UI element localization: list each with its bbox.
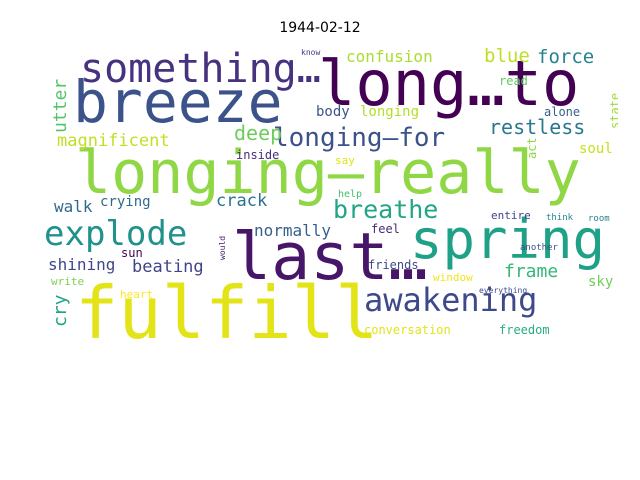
word-restless: restless bbox=[489, 117, 585, 137]
word-know: know bbox=[301, 49, 320, 57]
word-window: window bbox=[433, 272, 473, 283]
chart-title: 1944-02-12 bbox=[0, 20, 640, 36]
word-explode: explode bbox=[44, 217, 187, 251]
word-force: force bbox=[537, 48, 594, 67]
word-state: state bbox=[609, 93, 618, 129]
word-frame: frame bbox=[504, 263, 558, 281]
word-shining: shining bbox=[48, 257, 115, 273]
word-room: room bbox=[588, 215, 610, 224]
word-utter: utter bbox=[52, 79, 70, 133]
word-heart: heart bbox=[120, 289, 153, 300]
word-would: would bbox=[219, 236, 227, 260]
word-feel: feel bbox=[371, 223, 400, 235]
word-normally: normally bbox=[254, 223, 331, 239]
word-another: another bbox=[520, 244, 558, 253]
word-help: help bbox=[338, 190, 362, 200]
word-write: write bbox=[51, 276, 84, 287]
word-cloud: longing—really fulfill breeze long…to sp… bbox=[40, 45, 618, 345]
word-read: read bbox=[499, 75, 528, 87]
word-freedom: freedom bbox=[499, 324, 550, 336]
word-act: act bbox=[526, 137, 538, 159]
word-blue: blue bbox=[484, 47, 530, 66]
word-crack: crack bbox=[216, 193, 267, 210]
word-sky: sky bbox=[588, 275, 613, 289]
word-conversation: conversation bbox=[364, 324, 451, 336]
word-alone: alone bbox=[544, 106, 580, 118]
word-confusion: confusion bbox=[346, 49, 433, 65]
word-friends: friends bbox=[368, 259, 419, 271]
word-say: say bbox=[335, 155, 355, 166]
word-crying: crying bbox=[100, 195, 151, 209]
word-something: something… bbox=[80, 49, 321, 89]
word-walk: walk bbox=[54, 199, 93, 215]
word-entire: entire bbox=[491, 210, 531, 221]
word-inside: inside bbox=[236, 149, 279, 161]
word-think: think bbox=[546, 214, 573, 223]
word-body: body bbox=[316, 105, 350, 119]
word-magnificent: magnificent bbox=[57, 133, 170, 150]
word-deep: deep bbox=[234, 123, 282, 143]
word-cry: cry bbox=[52, 294, 70, 327]
word-breathe: breathe bbox=[333, 197, 438, 222]
word-everything: everything bbox=[479, 287, 527, 295]
word-longing-for: longing—for bbox=[273, 125, 445, 151]
word-soul: soul bbox=[579, 142, 613, 156]
word-longing-small: longing bbox=[360, 105, 419, 119]
word-beating: beating bbox=[132, 259, 204, 276]
word-sun: sun bbox=[121, 247, 143, 259]
